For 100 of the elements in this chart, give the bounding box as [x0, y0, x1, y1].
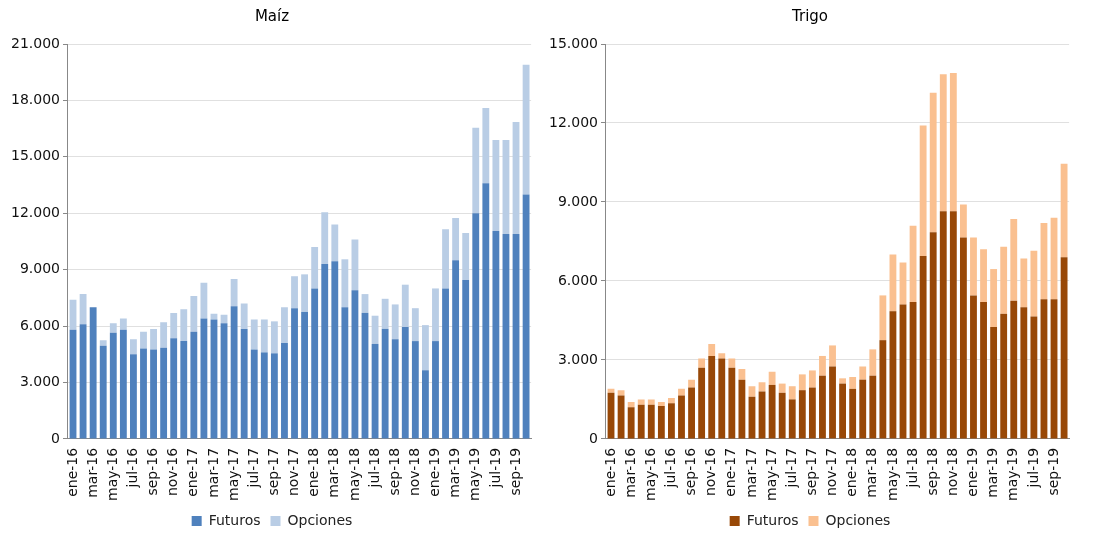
bar	[331, 224, 339, 262]
bar	[442, 288, 449, 439]
bar	[421, 325, 429, 371]
bar	[160, 322, 168, 348]
bar	[321, 264, 329, 439]
bar	[839, 378, 847, 384]
bar	[190, 331, 198, 439]
bar	[301, 311, 309, 439]
bar	[637, 399, 645, 405]
x-tick-label: mar-18	[325, 447, 342, 498]
bar	[778, 392, 786, 439]
bar	[401, 284, 409, 327]
bar	[472, 213, 480, 439]
bar	[678, 388, 685, 396]
bar	[647, 404, 655, 439]
bar	[89, 307, 97, 439]
bar	[819, 375, 826, 439]
bar	[150, 349, 157, 439]
bar	[462, 232, 470, 280]
x-tick-label: may-16	[641, 447, 658, 501]
bar	[798, 374, 806, 391]
x-tick-label: sep-18	[385, 447, 402, 496]
bar	[341, 307, 349, 439]
bar	[421, 370, 429, 439]
bar	[1000, 246, 1008, 314]
x-tick-label: mar-19	[446, 447, 463, 498]
bar	[301, 274, 309, 312]
bar	[452, 260, 460, 439]
bar	[270, 321, 278, 354]
x-tick-label: may-19	[1004, 447, 1021, 501]
bar	[250, 319, 258, 350]
bar	[130, 354, 137, 439]
bar	[708, 344, 716, 356]
bar	[929, 92, 937, 233]
bar	[170, 312, 178, 339]
bar	[160, 347, 168, 439]
bar	[788, 386, 796, 400]
bar	[291, 276, 298, 309]
x-tick-label: sep-17	[803, 447, 820, 496]
bar	[839, 383, 847, 439]
y-tick-label: 6.000	[557, 271, 598, 288]
bar	[140, 331, 147, 349]
bar	[869, 375, 877, 439]
y-tick-label: 21.000	[10, 34, 60, 51]
y-tick-label: 6.000	[19, 316, 60, 333]
bar	[728, 358, 736, 368]
bar	[119, 318, 127, 330]
bar	[728, 367, 736, 439]
x-tick-label: may-17	[224, 447, 241, 501]
bar	[311, 288, 319, 439]
x-tick-label: mar-16	[83, 447, 100, 498]
bar	[627, 407, 635, 439]
y-tick-label: 0	[51, 429, 60, 446]
bar	[281, 342, 288, 439]
bar	[260, 352, 268, 439]
bar	[849, 377, 857, 389]
bar	[1020, 258, 1028, 308]
x-tick-label: nov-17	[285, 447, 302, 497]
bar	[808, 387, 816, 439]
bar	[381, 298, 389, 329]
bar	[990, 327, 998, 439]
bar	[391, 339, 399, 439]
x-tick-label: mar-16	[621, 447, 638, 498]
chart-title: Trigo	[791, 6, 828, 25]
bar	[688, 379, 695, 388]
y-tick-label: 18.000	[10, 91, 60, 108]
bar	[200, 318, 208, 439]
bar	[99, 345, 107, 439]
bar	[250, 349, 258, 439]
x-tick-label: ene-18	[843, 447, 860, 497]
x-tick-label: jul-16	[662, 447, 679, 489]
bar	[240, 303, 248, 329]
y-tick-label: 3.000	[19, 373, 60, 390]
x-tick-label: sep-19	[1044, 447, 1061, 496]
bar	[959, 237, 967, 439]
bar	[230, 279, 238, 307]
bar	[1060, 163, 1068, 258]
bar	[768, 371, 776, 385]
bar	[442, 229, 449, 289]
chart-title: Maíz	[254, 6, 290, 25]
bar	[980, 301, 987, 439]
x-tick-label: ene-18	[305, 447, 322, 497]
bar	[990, 269, 998, 327]
bar	[939, 74, 947, 212]
x-tick-label: nov-16	[702, 447, 719, 497]
bar	[970, 237, 977, 296]
bar	[432, 288, 439, 342]
bar	[391, 304, 399, 340]
bar	[291, 308, 298, 439]
y-tick-label: 0	[589, 429, 598, 446]
bar	[748, 386, 756, 397]
bar	[819, 355, 826, 376]
x-tick-label: sep-16	[682, 447, 699, 496]
bar	[230, 306, 238, 439]
bar	[119, 329, 127, 439]
bar	[452, 217, 460, 261]
bar	[778, 383, 786, 393]
bar	[1030, 250, 1038, 317]
bar	[311, 247, 319, 289]
bar	[321, 212, 329, 264]
